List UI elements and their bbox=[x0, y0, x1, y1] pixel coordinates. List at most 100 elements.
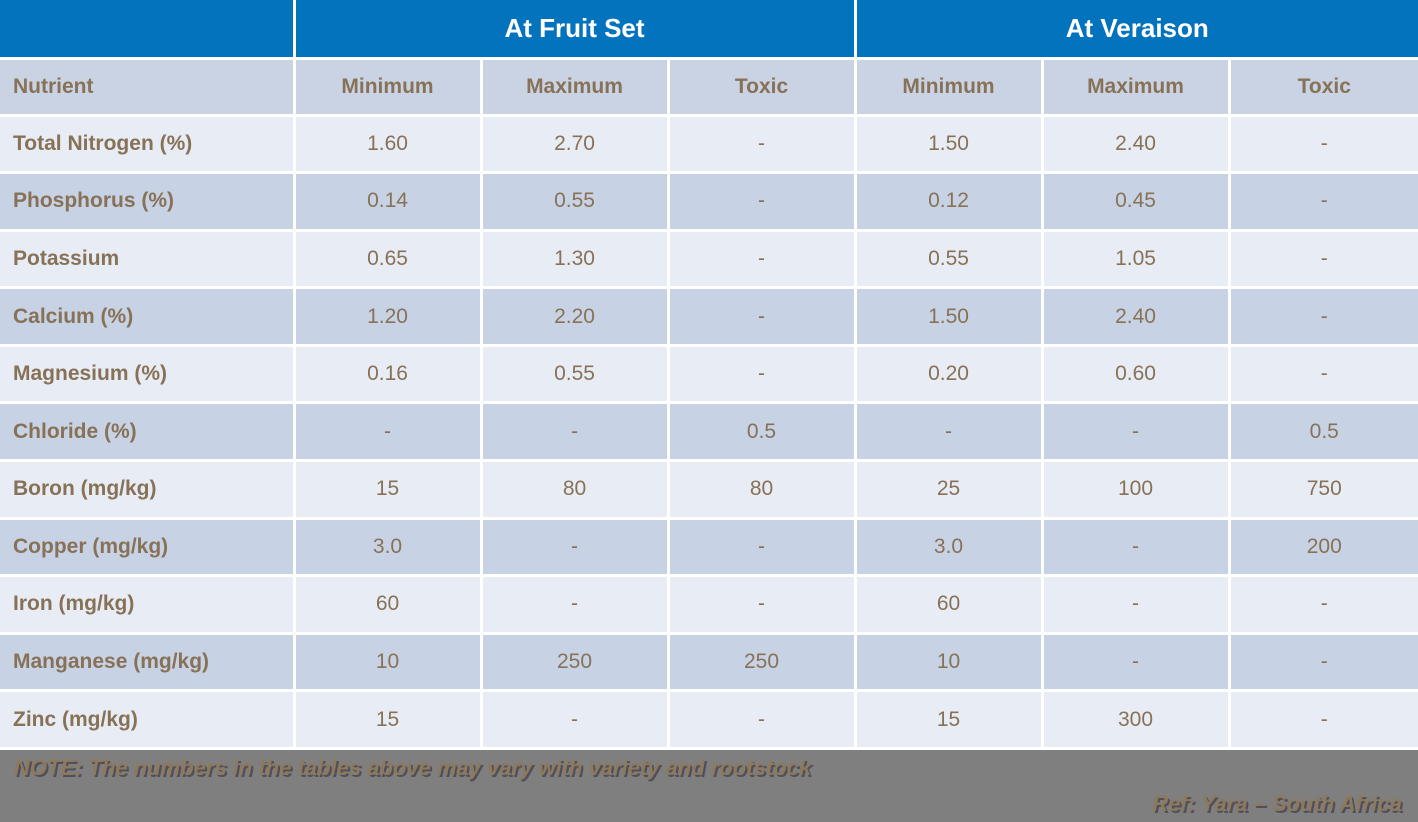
value-cell: 3.0 bbox=[292, 516, 483, 578]
value-cell: 60 bbox=[292, 574, 483, 635]
column-header-fs-minimum: Minimum bbox=[292, 56, 483, 117]
value-cell: 60 bbox=[853, 574, 1044, 635]
value-cell: 0.55 bbox=[479, 343, 670, 405]
nutrient-label: Potassium bbox=[0, 228, 296, 290]
value-cell: 200 bbox=[1227, 516, 1418, 578]
value-cell: - bbox=[666, 286, 857, 347]
table-body: Total Nitrogen (%) 1.60 2.70-1.50 2.40- Phos… bbox=[0, 113, 1418, 750]
nutrient-table: At Fruit Set At Veraison Nutrient Minimu… bbox=[0, 0, 1418, 750]
value-cell: 750 bbox=[1227, 458, 1418, 520]
value-cell: 0.55 bbox=[853, 228, 1044, 290]
nutrient-label: Total Nitrogen (%) bbox=[0, 113, 296, 175]
value-cell: 0.5 bbox=[666, 401, 857, 462]
table-row: Magnesium (%) 0.16 0.55-0.20 0.60- bbox=[0, 343, 1418, 405]
nutrient-label: Magnesium (%) bbox=[0, 343, 296, 405]
value-cell: - bbox=[1227, 689, 1418, 750]
value-cell: - bbox=[1227, 286, 1418, 347]
footer: NOTE: The numbers in the tables above ma… bbox=[0, 750, 1418, 822]
value-cell: 15 bbox=[292, 689, 483, 750]
column-header-nutrient: Nutrient bbox=[0, 56, 296, 117]
column-header-v-minimum: Minimum bbox=[853, 56, 1044, 117]
value-cell: - bbox=[1227, 631, 1418, 693]
value-cell: 2.40 bbox=[1040, 286, 1231, 347]
value-cell: 80 bbox=[666, 458, 857, 520]
value-cell: 300 bbox=[1040, 689, 1231, 750]
value-cell: - bbox=[1040, 574, 1231, 635]
footer-ref: Ref: Yara – South Africa bbox=[1152, 790, 1402, 816]
value-cell: - bbox=[479, 516, 670, 578]
value-cell: - bbox=[666, 516, 857, 578]
value-cell: - bbox=[479, 689, 670, 750]
value-cell: 2.20 bbox=[479, 286, 670, 347]
value-cell: 0.55 bbox=[479, 171, 670, 232]
value-cell: - bbox=[1227, 343, 1418, 405]
value-cell: - bbox=[479, 401, 670, 462]
table-row: Copper (mg/kg) 3.0- -3.0-200 bbox=[0, 516, 1418, 578]
value-cell: - bbox=[1227, 113, 1418, 175]
value-cell: 0.65 bbox=[292, 228, 483, 290]
value-cell: - bbox=[479, 574, 670, 635]
value-cell: 0.45 bbox=[1040, 171, 1231, 232]
table-row: Potassium 0.65 1.30-0.55 1.05- bbox=[0, 228, 1418, 290]
footer-note: NOTE: The numbers in the tables above ma… bbox=[14, 755, 812, 780]
value-cell: - bbox=[1227, 171, 1418, 232]
value-cell: 0.14 bbox=[292, 171, 483, 232]
value-cell: 1.60 bbox=[292, 113, 483, 175]
nutrient-label: Boron (mg/kg) bbox=[0, 458, 296, 520]
value-cell: - bbox=[666, 574, 857, 635]
value-cell: 1.50 bbox=[853, 113, 1044, 175]
value-cell: - bbox=[1040, 401, 1231, 462]
value-cell: 0.5 bbox=[1227, 401, 1418, 462]
table-row: Total Nitrogen (%) 1.60 2.70-1.50 2.40- bbox=[0, 113, 1418, 175]
value-cell: 10 bbox=[853, 631, 1044, 693]
nutrient-label: Copper (mg/kg) bbox=[0, 516, 296, 578]
value-cell: 250 bbox=[666, 631, 857, 693]
value-cell: 80 bbox=[479, 458, 670, 520]
value-cell: - bbox=[1227, 228, 1418, 290]
table-row: Calcium (%) 1.20 2.20-1.50 2.40- bbox=[0, 286, 1418, 347]
value-cell: 1.20 bbox=[292, 286, 483, 347]
table-row: Boron (mg/kg) 15 80 80 25 100 750 bbox=[0, 458, 1418, 520]
table-row: Chloride (%) - -0.5- -0.5 bbox=[0, 401, 1418, 462]
value-cell: - bbox=[853, 401, 1044, 462]
value-cell: 0.20 bbox=[853, 343, 1044, 405]
nutrient-label: Chloride (%) bbox=[0, 401, 296, 462]
nutrient-label: Manganese (mg/kg) bbox=[0, 631, 296, 693]
column-header-v-toxic: Toxic bbox=[1227, 56, 1418, 117]
value-cell: 15 bbox=[292, 458, 483, 520]
value-cell: 100 bbox=[1040, 458, 1231, 520]
column-header-fs-toxic: Toxic bbox=[666, 56, 857, 117]
value-cell: 25 bbox=[853, 458, 1044, 520]
group-header-veraison: At Veraison bbox=[853, 0, 1418, 60]
value-cell: 2.70 bbox=[479, 113, 670, 175]
corner-cell bbox=[0, 0, 296, 60]
value-cell: 1.30 bbox=[479, 228, 670, 290]
value-cell: 0.16 bbox=[292, 343, 483, 405]
group-header-row: At Fruit Set At Veraison bbox=[0, 0, 1418, 60]
value-cell: 2.40 bbox=[1040, 113, 1231, 175]
value-cell: - bbox=[666, 171, 857, 232]
value-cell: - bbox=[666, 228, 857, 290]
value-cell: - bbox=[1040, 516, 1231, 578]
nutrient-label: Iron (mg/kg) bbox=[0, 574, 296, 635]
value-cell: 15 bbox=[853, 689, 1044, 750]
table-row: Iron (mg/kg) 60- -60- - bbox=[0, 574, 1418, 635]
nutrient-label: Zinc (mg/kg) bbox=[0, 689, 296, 750]
value-cell: 0.60 bbox=[1040, 343, 1231, 405]
value-cell: - bbox=[292, 401, 483, 462]
value-cell: - bbox=[1040, 631, 1231, 693]
value-cell: - bbox=[666, 689, 857, 750]
table-row: Manganese (mg/kg) 10 250 250 10- - bbox=[0, 631, 1418, 693]
value-cell: - bbox=[1227, 574, 1418, 635]
group-header-fruit-set: At Fruit Set bbox=[292, 0, 857, 60]
value-cell: - bbox=[666, 343, 857, 405]
value-cell: 1.05 bbox=[1040, 228, 1231, 290]
column-header-row: Nutrient Minimum Maximum Toxic Minimum M… bbox=[0, 56, 1418, 117]
value-cell: 1.50 bbox=[853, 286, 1044, 347]
table-row: Zinc (mg/kg) 15- -15 300- bbox=[0, 689, 1418, 750]
value-cell: 0.12 bbox=[853, 171, 1044, 232]
value-cell: 250 bbox=[479, 631, 670, 693]
value-cell: 10 bbox=[292, 631, 483, 693]
column-header-v-maximum: Maximum bbox=[1040, 56, 1231, 117]
